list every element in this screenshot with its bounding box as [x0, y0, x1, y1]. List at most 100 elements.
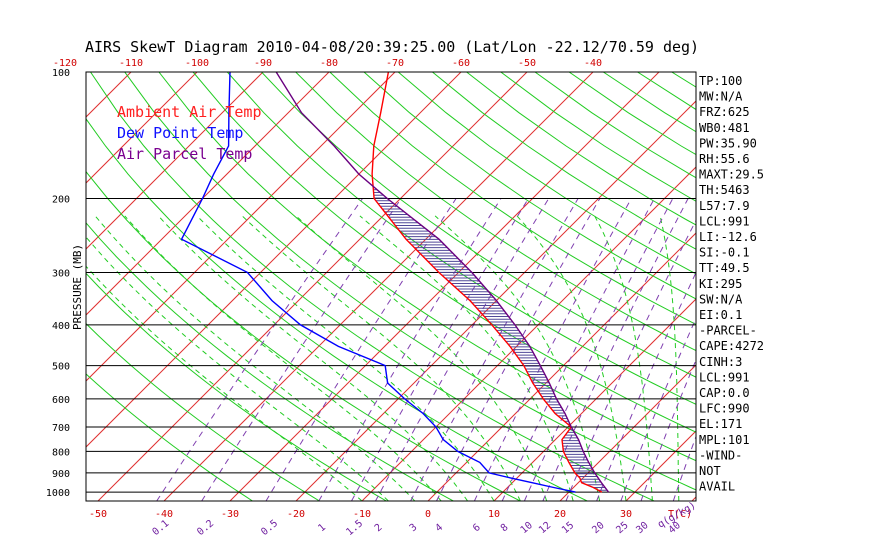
dry-adiabat — [192, 72, 696, 433]
dry-adiabat — [397, 72, 696, 275]
moist-adiabat — [241, 215, 521, 501]
bottom-temp-tick-label: 0 — [425, 509, 431, 520]
dry-adiabat — [432, 72, 696, 250]
dry-adiabat — [86, 373, 253, 501]
index-item: FRZ:625 — [699, 105, 750, 119]
mixing-ratio-label: 10 — [519, 520, 535, 536]
legend-entry: Dew Point Temp — [117, 124, 243, 142]
mixing-ratio-label: 30 — [634, 520, 650, 536]
bottom-temp-tick-label: 20 — [554, 509, 566, 520]
index-item: TP:100 — [699, 74, 742, 88]
moist-adiabat — [594, 215, 653, 501]
moist-adiabat — [86, 265, 363, 501]
dry-adiabat — [843, 72, 870, 501]
index-item: SI:-0.1 — [699, 246, 750, 260]
mixing-ratio-label: 1.5 — [344, 518, 365, 538]
dry-adiabat — [261, 72, 696, 378]
index-item: EI:0.1 — [699, 308, 742, 322]
mixing-ratio-label: 0.1 — [150, 518, 171, 538]
bottom-temp-tick-label: -50 — [89, 509, 107, 520]
index-item: EL:171 — [699, 417, 742, 431]
isotherm — [86, 72, 330, 316]
index-item: -WIND- — [699, 448, 742, 462]
index-item: KI:295 — [699, 277, 742, 291]
mixing-ratio-label: 1 — [316, 522, 328, 534]
mixing-ratio-label: 2 — [373, 522, 385, 534]
isotherm — [86, 72, 264, 250]
dry-adiabat — [774, 72, 870, 501]
plot-frame — [85, 71, 697, 502]
pressure-tick-label: 100 — [52, 68, 70, 79]
bottom-temp-tick-label: -40 — [155, 509, 173, 520]
mixing-ratio-line — [640, 358, 696, 501]
index-item: L57:7.9 — [699, 199, 750, 213]
index-item: MAXT:29.5 — [699, 168, 764, 182]
index-item: NOT — [699, 464, 721, 478]
dry-adiabat — [86, 322, 320, 501]
top-temp-tick-label: -50 — [518, 58, 536, 69]
top-temp-tick-label: -90 — [254, 58, 272, 69]
mixing-ratio-line — [375, 198, 550, 501]
dry-adiabat — [86, 222, 454, 501]
mixing-ratio-line — [351, 198, 529, 501]
pressure-tick-label: 200 — [52, 194, 70, 205]
isotherm — [758, 72, 870, 501]
isotherm — [86, 72, 462, 448]
mixing-ratio-line — [596, 271, 696, 501]
dew-point-temp-line — [180, 72, 576, 493]
chart-title: AIRS SkewT Diagram 2010-04-08/20:39:25.0… — [85, 38, 699, 56]
top-temp-tick-label: -110 — [119, 58, 143, 69]
index-item: PW:35.90 — [699, 136, 757, 150]
pressure-tick-label: 700 — [52, 423, 70, 434]
index-item: WB0:481 — [699, 121, 750, 135]
bottom-temp-tick-label: 30 — [620, 509, 632, 520]
mixing-ratio-label: 25 — [614, 520, 630, 536]
moist-adiabat — [158, 215, 469, 501]
mixing-ratio-line — [201, 198, 402, 501]
index-item: -PARCEL- — [699, 324, 757, 338]
isotherm — [86, 72, 132, 118]
dry-adiabat — [86, 170, 521, 501]
moist-adiabat — [86, 236, 389, 501]
isotherm — [86, 72, 198, 184]
pressure-tick-label: 400 — [52, 321, 70, 332]
index-item: MW:N/A — [699, 90, 743, 104]
mixing-ratio-label: 0.2 — [195, 518, 216, 538]
top-temp-tick-label: -70 — [386, 58, 404, 69]
mixing-ratio-label: 12 — [537, 520, 553, 536]
dry-adiabat — [363, 72, 696, 300]
mixing-ratio-line — [523, 198, 674, 501]
mixing-ratio-line — [265, 198, 457, 501]
isotherm — [86, 72, 396, 382]
bottom-temp-tick-label: 10 — [488, 509, 500, 520]
mixing-ratio-line — [620, 317, 696, 501]
index-item: CAPE:4272 — [699, 339, 764, 353]
mixing-ratio-label: 6 — [471, 522, 483, 534]
bottom-temp-tick-label: -20 — [287, 509, 305, 520]
dry-adiabat — [740, 72, 870, 501]
mixing-ratio-label: 8 — [499, 522, 511, 534]
y-axis-label: PRESSURE (MB) — [71, 244, 84, 330]
dry-adiabat — [124, 72, 696, 491]
mixing-ratio-line — [542, 198, 689, 501]
moist-adiabat — [516, 215, 627, 501]
mixing-ratio-line — [156, 198, 363, 501]
index-item: AVAIL — [699, 480, 735, 494]
top-temp-tick-label: -120 — [53, 58, 77, 69]
mixing-ratio-label: 15 — [560, 520, 576, 536]
moist-adiabat — [359, 215, 574, 501]
isotherm — [824, 72, 870, 501]
top-temp-tick-label: -100 — [185, 58, 209, 69]
bottom-temp-unit: T(C) — [668, 509, 692, 520]
legend: Ambient Air Temp Dew Point Temp Air Parcel… — [117, 103, 262, 163]
legend-entry: Ambient Air Temp — [117, 103, 262, 121]
index-item: SW:N/A — [699, 292, 743, 306]
dry-adiabat — [808, 72, 870, 501]
isotherm — [295, 100, 696, 501]
pressure-tick-label: 600 — [52, 395, 70, 406]
bottom-temp-tick-label: -10 — [353, 509, 371, 520]
index-item: TH:5463 — [699, 183, 750, 197]
mixing-ratio-line — [410, 198, 579, 501]
